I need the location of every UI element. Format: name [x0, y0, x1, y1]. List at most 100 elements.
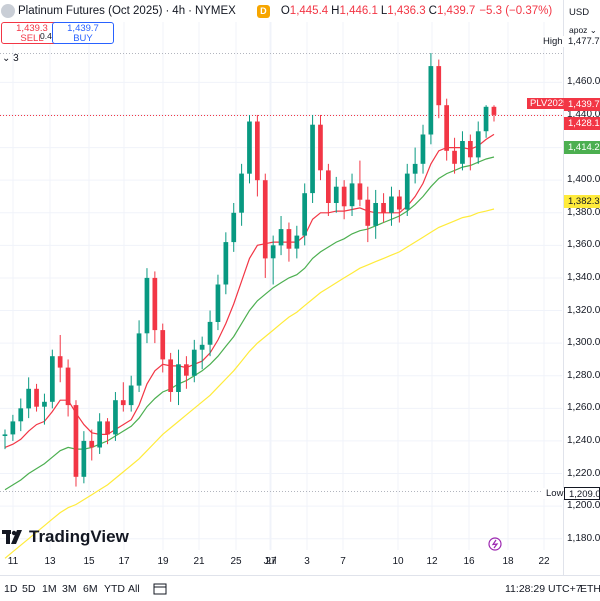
low-price-tag: 1,209.0 [564, 487, 600, 500]
buy-price: 1,439.7 [67, 23, 99, 34]
x-tick-label: 17 [118, 556, 130, 567]
range-button-ytd[interactable]: YTD [104, 583, 125, 595]
symbol-icon[interactable] [1, 4, 15, 18]
candle-body [286, 229, 292, 249]
y-tick-label: 1,460.0 [567, 76, 600, 88]
candle-body [199, 344, 205, 350]
candle-body [42, 401, 47, 407]
candle-body [10, 421, 16, 435]
change-value: −5.3 (−0.37%) [479, 5, 553, 17]
indicators-toggle[interactable]: ⌄ 3 [2, 53, 19, 64]
candle-body [389, 196, 394, 213]
candle-body [184, 364, 189, 376]
range-button-1m[interactable]: 1M [42, 583, 57, 595]
candle-body [120, 400, 126, 406]
candle-body [475, 131, 481, 158]
x-tick-label: 27 [265, 556, 277, 567]
candle-body [57, 356, 63, 368]
range-button-6m[interactable]: 6M [83, 583, 98, 595]
candle-body [357, 183, 363, 200]
candle-body [176, 364, 181, 392]
session-toggle[interactable]: ETH [580, 583, 600, 595]
candle-body [144, 277, 150, 334]
candle-body [247, 121, 252, 174]
candle-body [381, 203, 386, 213]
x-tick-label: 3 [304, 556, 310, 567]
ma-mid-line [4, 156, 495, 491]
y-tick-label: 1,320.0 [567, 304, 600, 316]
high-label: H [331, 5, 340, 17]
buy-button[interactable]: 1,439.7 BUY [52, 22, 114, 44]
y-tick-label: 1,240.0 [567, 434, 600, 446]
candle-body [310, 124, 315, 194]
candle-body [191, 349, 197, 376]
candle-body [97, 421, 102, 448]
y-tick-label: 1,220.0 [567, 467, 600, 479]
x-tick-label: 25 [230, 556, 242, 567]
candle-body [302, 193, 307, 236]
range-button-all[interactable]: All [128, 583, 140, 595]
calendar-icon[interactable] [153, 582, 167, 595]
unit-selector[interactable]: apoz ⌄ [569, 25, 597, 35]
candle-body [215, 284, 221, 322]
x-tick-label: 12 [426, 556, 438, 567]
x-tick-label: 21 [193, 556, 205, 567]
candle-body [89, 440, 95, 448]
sell-label: SELL [20, 33, 44, 44]
candle-body [128, 385, 134, 406]
candle-body [34, 388, 39, 407]
candle-body [18, 408, 24, 422]
candle-body [278, 229, 284, 246]
candle-body [428, 66, 434, 135]
price-axis[interactable] [563, 0, 600, 575]
clock-time[interactable]: 11:28:29 UTC+7 [505, 583, 582, 595]
alert-icon[interactable] [488, 537, 502, 551]
ma-slow-tag: 1,382.3 [564, 195, 600, 208]
x-tick-label: 19 [157, 556, 169, 567]
candle-body [341, 186, 347, 207]
bottom-toolbar: 1D 5D 1M 3M 6M YTD All 11:28:29 UTC+7 ETH [0, 575, 600, 601]
delayed-data-icon[interactable]: D [256, 4, 270, 18]
x-tick-label: Jul [263, 556, 277, 567]
candle-body [294, 235, 300, 249]
candle-body [404, 173, 410, 210]
low-line-label: Low [543, 488, 567, 499]
open-value: 1,445.4 [289, 5, 329, 17]
high-price-tag: 1,477.7 [564, 35, 600, 48]
range-button-5d[interactable]: 5D [22, 583, 36, 595]
candle-body [483, 106, 489, 132]
header-separator: · [188, 5, 192, 17]
candle-body [468, 141, 473, 158]
candle-body [491, 106, 497, 115]
currency-selector[interactable]: USD [569, 7, 590, 18]
y-tick-label: 1,200.0 [567, 500, 600, 512]
close-value: 1,439.7 [436, 5, 476, 17]
ma-mid-tag: 1,414.2 [564, 141, 600, 154]
candle-body [26, 388, 31, 409]
candle-body [460, 141, 465, 164]
candle-body [255, 121, 260, 181]
buy-label: BUY [73, 33, 93, 44]
x-tick-label: 10 [392, 556, 404, 567]
candle-body [373, 203, 378, 226]
candle-body [50, 356, 55, 402]
spread-value: 0.4 [40, 31, 52, 41]
watermark-text: TradingView [29, 527, 129, 546]
y-tick-label: 1,400.0 [567, 174, 600, 186]
symbol-name[interactable]: Platinum Futures (Oct 2025) [18, 5, 163, 17]
candle-body [231, 212, 237, 243]
interval-label[interactable]: 4h [172, 5, 186, 17]
candle-body [444, 105, 449, 151]
candle-body [333, 186, 339, 203]
range-button-3m[interactable]: 3M [62, 583, 77, 595]
candle-body [412, 163, 418, 174]
sell-price: 1,439.3 [16, 23, 48, 34]
candle-body [318, 124, 323, 171]
candle-body [168, 359, 173, 392]
y-tick-label: 1,280.0 [567, 369, 600, 381]
ma-fast-line [4, 133, 495, 448]
range-button-1d[interactable]: 1D [4, 583, 18, 595]
candle-body [452, 150, 457, 164]
chart-header: Platinum Futures (Oct 2025) · 4h · NYMEX… [0, 0, 552, 22]
